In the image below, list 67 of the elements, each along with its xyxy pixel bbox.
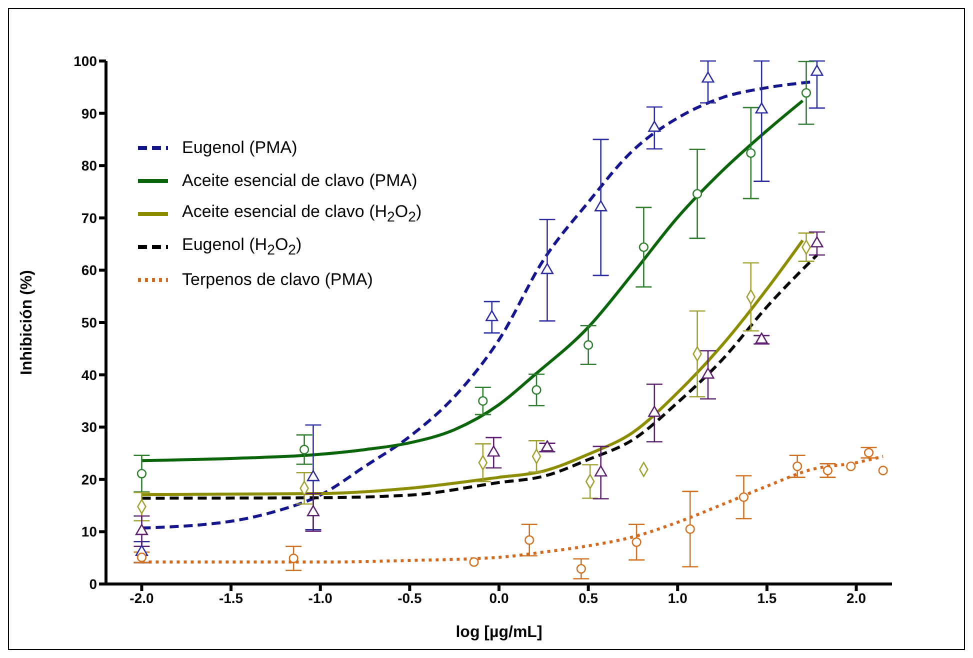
point bbox=[532, 385, 542, 395]
y-tick-label: 60 bbox=[81, 262, 98, 278]
point bbox=[478, 396, 488, 406]
x-tick-label: 2.0 bbox=[846, 590, 866, 606]
y-tick-label: 80 bbox=[81, 158, 98, 174]
point bbox=[540, 440, 554, 452]
line-series bbox=[140, 99, 804, 462]
point bbox=[306, 470, 320, 482]
point bbox=[755, 102, 768, 114]
point bbox=[792, 462, 802, 472]
legend-label: Aceite esencial de clavo (H$_{2}$O$_{2}$) bbox=[182, 202, 422, 226]
point bbox=[685, 524, 695, 534]
point bbox=[135, 524, 148, 536]
point bbox=[299, 444, 310, 454]
point bbox=[864, 448, 874, 458]
point bbox=[486, 310, 498, 322]
point bbox=[524, 535, 534, 545]
y-tick-label: 30 bbox=[81, 419, 98, 436]
legend-label: Eugenol (H$_{2}$O$_{2}$) bbox=[182, 234, 302, 258]
y-tick-label: 100 bbox=[74, 52, 98, 69]
x-tick-label: -2.0 bbox=[130, 590, 154, 606]
point bbox=[738, 492, 749, 502]
point bbox=[576, 564, 586, 574]
y-tick-label: 70 bbox=[81, 210, 98, 226]
x-tick-label: 0.0 bbox=[489, 590, 509, 606]
point bbox=[702, 72, 714, 83]
point bbox=[638, 242, 649, 252]
point bbox=[746, 148, 756, 158]
x-tick-label: -0.5 bbox=[398, 590, 422, 606]
point bbox=[136, 468, 147, 478]
y-tick-label: 90 bbox=[81, 105, 98, 122]
point bbox=[583, 340, 594, 350]
point bbox=[801, 88, 812, 98]
y-tick-label: 50 bbox=[81, 314, 98, 330]
x-axis-title: log [µg/mL] bbox=[456, 624, 542, 641]
y-tick-label: 0 bbox=[89, 576, 98, 592]
point bbox=[648, 120, 661, 132]
point bbox=[648, 406, 661, 417]
point bbox=[692, 189, 702, 199]
point bbox=[632, 537, 642, 547]
legend-label: Aceite esencial de clavo (PMA) bbox=[182, 170, 418, 190]
point bbox=[288, 554, 298, 564]
point bbox=[469, 557, 479, 567]
point bbox=[810, 236, 824, 248]
y-tick-label: 20 bbox=[81, 471, 98, 488]
point bbox=[755, 332, 768, 344]
point bbox=[846, 462, 856, 472]
point bbox=[487, 446, 500, 457]
point bbox=[594, 465, 608, 477]
x-tick-label: 0.5 bbox=[578, 590, 598, 606]
point bbox=[878, 466, 888, 476]
x-tick-label: -1.5 bbox=[218, 590, 244, 606]
x-tick-label: -1.0 bbox=[308, 590, 333, 606]
point bbox=[810, 64, 824, 76]
point bbox=[702, 368, 714, 379]
point bbox=[540, 263, 554, 274]
y-axis-title: Inhibición (%) bbox=[18, 270, 36, 375]
point bbox=[822, 466, 833, 476]
y-tick-label: 10 bbox=[81, 524, 98, 540]
point bbox=[136, 552, 147, 562]
y-tick-label: 40 bbox=[81, 366, 98, 383]
point bbox=[594, 200, 608, 212]
x-tick-label: 1.5 bbox=[757, 590, 777, 606]
point bbox=[306, 505, 320, 516]
legend-label: Eugenol (PMA) bbox=[182, 138, 298, 158]
x-tick-label: 1.0 bbox=[668, 590, 688, 606]
legend-label: Terpenos de clavo (PMA) bbox=[182, 270, 373, 290]
